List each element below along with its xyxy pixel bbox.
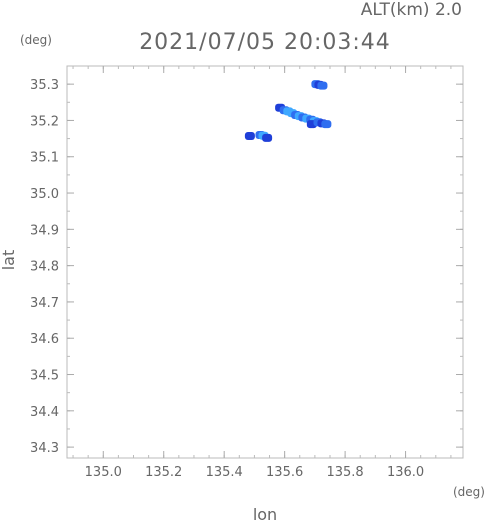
x-unit-label: (deg) <box>453 485 485 499</box>
echo-point <box>321 120 332 129</box>
altitude-label: ALT(km) 2.0 <box>361 0 462 20</box>
data-points <box>244 80 332 142</box>
y-axis-ticks: 35.3 35.2 35.1 35.0 34.9 34.8 34.7 34.6 34.5 34.4… <box>30 65 463 456</box>
x-tick-label: 135.8 <box>326 465 363 480</box>
x-tick-label: 135.2 <box>145 465 182 480</box>
y-tick-label: 34.5 <box>30 369 59 384</box>
chart-title: 2021/07/05 20:03:44 <box>139 30 391 55</box>
y-tick-label: 34.6 <box>30 332 59 347</box>
x-axis-ticks: 135.0 135.2 135.4 135.6 135.8 136.0 <box>72 66 452 480</box>
x-tick-label: 135.6 <box>266 465 303 480</box>
echo-point <box>244 132 255 141</box>
x-tick-label: 135.4 <box>206 465 243 480</box>
y-tick-label: 34.4 <box>30 405 59 420</box>
y-tick-label: 35.2 <box>30 114 59 129</box>
y-tick-label: 35.0 <box>30 187 59 202</box>
plot-area <box>66 65 464 459</box>
x-tick-label: 135.0 <box>85 465 122 480</box>
y-tick-label: 34.9 <box>30 223 59 238</box>
echo-point <box>317 81 328 90</box>
y-tick-label: 34.3 <box>30 441 59 456</box>
y-axis-label: lat <box>0 250 18 271</box>
y-unit-label: (deg) <box>20 33 52 47</box>
x-tick-label: 136.0 <box>387 465 424 480</box>
y-tick-label: 34.7 <box>30 296 59 311</box>
y-tick-label: 35.1 <box>30 151 59 166</box>
y-tick-label: 34.8 <box>30 260 59 275</box>
echo-point <box>262 133 273 142</box>
x-axis-label: lon <box>253 505 277 521</box>
y-tick-label: 35.3 <box>30 78 59 93</box>
